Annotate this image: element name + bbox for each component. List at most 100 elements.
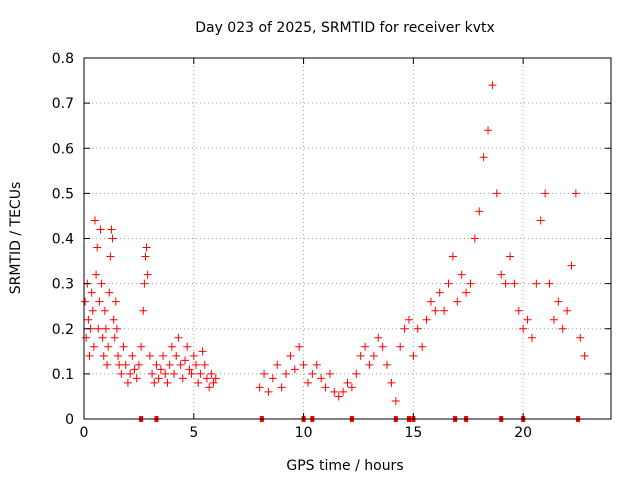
data-point bbox=[343, 378, 352, 387]
y-tick-label: 0.4 bbox=[52, 232, 74, 248]
data-point bbox=[163, 378, 172, 387]
data-point bbox=[99, 351, 108, 360]
y-axis-ticks: 0 0.1 0.2 0.3 0.4 0.5 0.6 0.7 0.8 bbox=[52, 51, 611, 428]
data-point bbox=[576, 333, 585, 342]
data-point bbox=[571, 189, 580, 198]
data-point bbox=[527, 333, 536, 342]
data-point bbox=[141, 252, 150, 261]
y-tick-label: 0.5 bbox=[52, 186, 74, 202]
data-point bbox=[178, 374, 187, 383]
data-point bbox=[176, 360, 185, 369]
data-point bbox=[361, 342, 370, 351]
data-point bbox=[183, 342, 192, 351]
data-point bbox=[167, 342, 176, 351]
data-point bbox=[448, 252, 457, 261]
data-point bbox=[475, 207, 484, 216]
data-point bbox=[123, 378, 132, 387]
data-point bbox=[137, 342, 146, 351]
data-point bbox=[152, 360, 161, 369]
data-point bbox=[90, 216, 99, 225]
data-point bbox=[82, 333, 91, 342]
data-point bbox=[172, 351, 181, 360]
y-tick-label: 0.8 bbox=[52, 51, 74, 67]
data-point bbox=[97, 279, 106, 288]
data-point bbox=[549, 315, 558, 324]
data-point bbox=[273, 360, 282, 369]
data-point bbox=[453, 297, 462, 306]
data-point bbox=[98, 333, 107, 342]
data-point bbox=[330, 387, 339, 396]
data-point bbox=[303, 378, 312, 387]
data-point bbox=[112, 324, 121, 333]
y-axis-label: SRMTID / TECUs bbox=[8, 182, 24, 295]
data-point bbox=[106, 252, 115, 261]
data-point bbox=[567, 261, 576, 270]
data-point bbox=[174, 333, 183, 342]
data-point bbox=[156, 365, 165, 374]
chart-title: Day 023 of 2025, SRMTID for receiver kvt… bbox=[195, 20, 495, 36]
data-point bbox=[85, 351, 94, 360]
data-point bbox=[523, 315, 532, 324]
data-point bbox=[282, 369, 291, 378]
data-point bbox=[536, 216, 545, 225]
data-point bbox=[391, 396, 400, 405]
data-point bbox=[400, 324, 409, 333]
data-point bbox=[93, 243, 102, 252]
data-point bbox=[181, 356, 190, 365]
data-point bbox=[312, 360, 321, 369]
data-point bbox=[119, 342, 128, 351]
data-point bbox=[132, 374, 141, 383]
data-point bbox=[466, 279, 475, 288]
data-point bbox=[514, 306, 523, 315]
x-tick-label: 0 bbox=[80, 425, 89, 441]
data-point bbox=[94, 324, 103, 333]
data-point bbox=[519, 324, 528, 333]
data-point bbox=[121, 360, 130, 369]
data-point bbox=[492, 189, 501, 198]
data-point bbox=[488, 81, 497, 90]
data-point bbox=[89, 342, 98, 351]
data-point bbox=[317, 374, 326, 383]
data-point bbox=[396, 342, 405, 351]
data-point bbox=[286, 351, 295, 360]
x-tick-label: 5 bbox=[189, 425, 198, 441]
data-point bbox=[365, 360, 374, 369]
data-point bbox=[325, 369, 334, 378]
data-point bbox=[84, 315, 93, 324]
data-point bbox=[462, 288, 471, 297]
data-point bbox=[101, 324, 110, 333]
data-point bbox=[191, 360, 200, 369]
data-point bbox=[108, 234, 117, 243]
y-tick-label: 0.3 bbox=[52, 277, 74, 293]
data-point bbox=[150, 378, 159, 387]
data-point bbox=[409, 351, 418, 360]
data-point bbox=[154, 374, 163, 383]
data-point bbox=[185, 365, 194, 374]
data-point bbox=[383, 360, 392, 369]
data-point bbox=[126, 369, 135, 378]
data-point bbox=[554, 297, 563, 306]
plot-frame bbox=[83, 57, 612, 420]
x-axis-label: GPS time / hours bbox=[286, 458, 403, 474]
data-point bbox=[369, 351, 378, 360]
data-point bbox=[95, 297, 104, 306]
grid-lines bbox=[84, 58, 611, 419]
data-point bbox=[100, 306, 109, 315]
data-point bbox=[143, 270, 152, 279]
x-tick-label: 10 bbox=[295, 425, 313, 441]
data-point bbox=[352, 369, 361, 378]
x-tick-label: 20 bbox=[514, 425, 532, 441]
data-point bbox=[170, 369, 179, 378]
data-point bbox=[505, 252, 514, 261]
data-point bbox=[140, 279, 149, 288]
data-point bbox=[444, 279, 453, 288]
data-point bbox=[268, 374, 277, 383]
data-point bbox=[387, 378, 396, 387]
data-point bbox=[422, 315, 431, 324]
data-point bbox=[130, 365, 139, 374]
data-point bbox=[200, 360, 209, 369]
x-axis-ticks: 0 5 10 15 20 bbox=[80, 58, 532, 441]
data-point bbox=[404, 315, 413, 324]
data-point bbox=[128, 351, 137, 360]
